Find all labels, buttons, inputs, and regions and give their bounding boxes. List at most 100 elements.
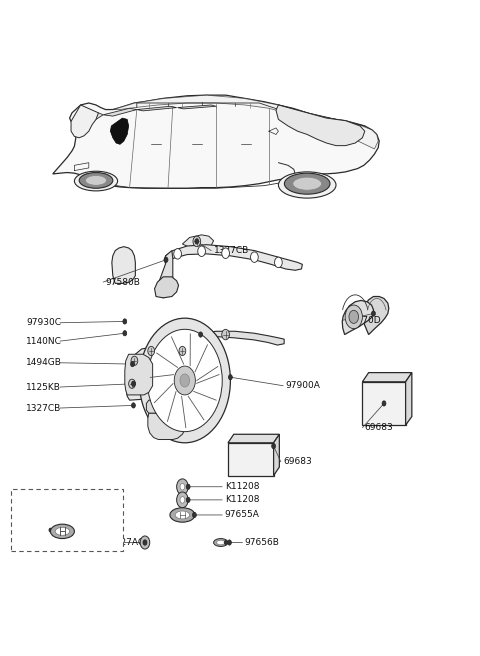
Polygon shape bbox=[362, 373, 412, 382]
Circle shape bbox=[49, 528, 52, 532]
Circle shape bbox=[148, 346, 155, 356]
Text: K11208: K11208 bbox=[225, 482, 259, 491]
Polygon shape bbox=[182, 235, 214, 249]
Polygon shape bbox=[126, 348, 173, 400]
Polygon shape bbox=[274, 434, 279, 476]
Polygon shape bbox=[74, 113, 103, 129]
Ellipse shape bbox=[293, 177, 322, 190]
Polygon shape bbox=[362, 382, 406, 425]
Circle shape bbox=[180, 483, 185, 490]
FancyBboxPatch shape bbox=[11, 489, 123, 551]
Text: 69683: 69683 bbox=[283, 457, 312, 466]
Text: 97900A: 97900A bbox=[286, 381, 321, 390]
Polygon shape bbox=[406, 373, 412, 425]
Circle shape bbox=[199, 332, 203, 337]
Text: 69683: 69683 bbox=[365, 423, 394, 432]
Circle shape bbox=[272, 443, 276, 449]
Polygon shape bbox=[164, 245, 302, 270]
Circle shape bbox=[123, 319, 127, 324]
Circle shape bbox=[186, 497, 190, 502]
Circle shape bbox=[177, 492, 188, 508]
Circle shape bbox=[222, 248, 229, 258]
Polygon shape bbox=[342, 300, 373, 335]
Circle shape bbox=[143, 540, 147, 545]
Polygon shape bbox=[146, 400, 187, 413]
Circle shape bbox=[123, 331, 127, 336]
Text: 97656B: 97656B bbox=[245, 538, 280, 547]
Circle shape bbox=[180, 497, 185, 503]
Polygon shape bbox=[110, 118, 129, 144]
Polygon shape bbox=[103, 108, 137, 116]
Polygon shape bbox=[362, 297, 389, 335]
Circle shape bbox=[132, 381, 135, 386]
Polygon shape bbox=[157, 251, 173, 298]
Ellipse shape bbox=[55, 527, 70, 535]
Circle shape bbox=[131, 356, 138, 365]
Circle shape bbox=[129, 379, 135, 388]
Polygon shape bbox=[201, 331, 284, 345]
Circle shape bbox=[139, 318, 230, 443]
Text: K11208: K11208 bbox=[225, 495, 259, 504]
Text: 97655A: 97655A bbox=[225, 510, 260, 520]
Circle shape bbox=[192, 512, 196, 518]
Circle shape bbox=[251, 252, 258, 262]
Text: 1327AC: 1327AC bbox=[110, 538, 145, 547]
Circle shape bbox=[382, 401, 386, 406]
Ellipse shape bbox=[50, 524, 74, 539]
Circle shape bbox=[177, 479, 188, 495]
Text: 97930C: 97930C bbox=[26, 318, 61, 327]
Ellipse shape bbox=[284, 173, 330, 194]
Text: 1327CB: 1327CB bbox=[214, 246, 249, 255]
Circle shape bbox=[193, 236, 201, 247]
Text: 97655A: 97655A bbox=[18, 525, 53, 535]
Circle shape bbox=[174, 366, 195, 395]
Ellipse shape bbox=[79, 173, 113, 188]
Circle shape bbox=[131, 361, 134, 367]
Circle shape bbox=[147, 329, 222, 432]
Text: 1494GB: 1494GB bbox=[26, 358, 62, 367]
Circle shape bbox=[345, 305, 362, 329]
Circle shape bbox=[179, 346, 186, 356]
Circle shape bbox=[140, 536, 150, 549]
Circle shape bbox=[224, 541, 227, 544]
Polygon shape bbox=[53, 95, 379, 188]
Polygon shape bbox=[276, 105, 365, 146]
Polygon shape bbox=[137, 106, 177, 111]
Circle shape bbox=[222, 329, 229, 340]
Polygon shape bbox=[178, 105, 216, 109]
Circle shape bbox=[228, 375, 232, 380]
Text: 1327CB: 1327CB bbox=[26, 403, 61, 413]
Polygon shape bbox=[112, 247, 135, 283]
Circle shape bbox=[132, 403, 135, 408]
Ellipse shape bbox=[170, 508, 195, 522]
Polygon shape bbox=[228, 443, 274, 476]
Circle shape bbox=[349, 310, 359, 323]
Circle shape bbox=[174, 249, 181, 259]
Text: 1249GE: 1249GE bbox=[166, 338, 201, 347]
Text: 1140NC: 1140NC bbox=[26, 337, 62, 346]
Polygon shape bbox=[228, 434, 279, 443]
Circle shape bbox=[143, 540, 147, 545]
Circle shape bbox=[228, 540, 231, 545]
Circle shape bbox=[198, 246, 205, 256]
Text: 97580B: 97580B bbox=[106, 277, 141, 287]
Ellipse shape bbox=[278, 172, 336, 198]
Ellipse shape bbox=[216, 541, 225, 544]
Ellipse shape bbox=[85, 175, 107, 186]
Polygon shape bbox=[155, 277, 179, 298]
Polygon shape bbox=[125, 354, 153, 395]
Circle shape bbox=[164, 257, 168, 262]
Circle shape bbox=[186, 484, 190, 489]
Circle shape bbox=[180, 374, 190, 387]
Ellipse shape bbox=[74, 171, 118, 191]
Polygon shape bbox=[71, 105, 98, 138]
Ellipse shape bbox=[214, 539, 228, 546]
Text: (W/O MULTI SPEED): (W/O MULTI SPEED) bbox=[18, 508, 96, 518]
Ellipse shape bbox=[175, 511, 190, 519]
Polygon shape bbox=[106, 95, 378, 149]
Circle shape bbox=[275, 257, 282, 268]
Text: 1125KB: 1125KB bbox=[26, 382, 61, 392]
Circle shape bbox=[195, 239, 199, 244]
Circle shape bbox=[372, 311, 375, 316]
Polygon shape bbox=[148, 413, 185, 440]
